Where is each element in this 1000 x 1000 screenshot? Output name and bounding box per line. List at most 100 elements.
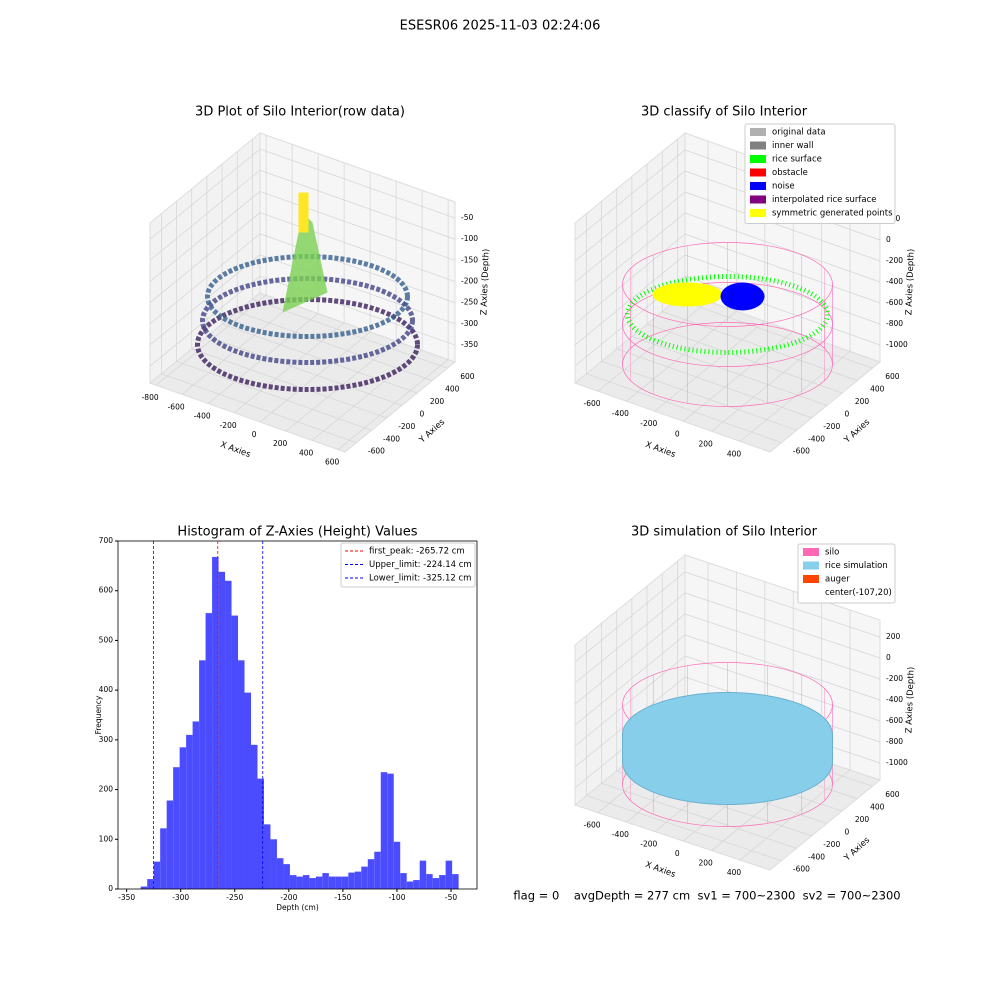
histogram-bar	[212, 556, 219, 889]
x-tick-label: -350	[118, 893, 135, 902]
histogram-bar	[289, 875, 297, 889]
z-tick-label: 200	[886, 632, 901, 641]
grid-line	[601, 360, 797, 431]
legend-swatch	[750, 141, 766, 150]
x-tick-label: -200	[220, 421, 237, 430]
z-tick-label: -50	[461, 213, 473, 222]
histogram-bar	[367, 859, 375, 889]
legend-swatch	[803, 548, 819, 556]
grid-line	[586, 795, 782, 862]
grid-line	[677, 298, 873, 369]
histogram-bar	[374, 851, 381, 889]
histogram-bar	[400, 873, 407, 889]
y-tick-label: 400	[99, 685, 114, 694]
status-footer: flag = 0 avgDepth = 277 cm sv1 = 700~230…	[513, 889, 900, 903]
y-axis-label: Y Axies	[842, 417, 873, 446]
grid-line	[574, 613, 686, 705]
grid-line	[259, 212, 456, 282]
z-tick-label: -200	[461, 277, 478, 286]
grid-line	[711, 341, 822, 432]
legend-box	[797, 543, 896, 604]
x-tick-label: -600	[583, 399, 600, 408]
histogram-bar	[218, 571, 226, 889]
silo-ring	[622, 322, 833, 407]
z-tick-label: -800	[886, 737, 903, 746]
y-tick-label: -600	[368, 447, 385, 456]
grid-line	[574, 655, 686, 747]
figure-title: ESESR06 2025-11-03 02:24:06	[400, 19, 601, 34]
blue-points	[720, 282, 765, 311]
histogram-bar	[452, 874, 459, 889]
y-tick-label: -600	[793, 865, 810, 874]
y-tick-label: -400	[808, 852, 825, 861]
histogram-bar	[173, 767, 180, 889]
panel-title: 3D classify of Silo Interior	[641, 105, 808, 120]
y-axis-label: Y Axies	[417, 417, 448, 446]
y-tick-label: 0	[420, 409, 425, 418]
grid-line	[221, 323, 418, 394]
z-tick-label: -400	[886, 277, 903, 286]
x-tick-label: 0	[675, 429, 680, 438]
x-tick-label: 0	[252, 430, 257, 439]
legend-swatch	[750, 195, 766, 204]
grid-line	[149, 233, 261, 325]
histogram-bar	[225, 580, 232, 889]
z-axis-label: Z Axies (Depth)	[479, 249, 491, 316]
y-tick-label: 600	[885, 790, 900, 799]
grid-line	[631, 336, 828, 406]
histogram-bar	[432, 878, 440, 889]
histogram-bar	[439, 875, 446, 889]
y-tick-label: 400	[445, 385, 460, 394]
z-tick-label: -1000	[886, 340, 908, 349]
histogram-bar	[199, 660, 206, 889]
y-tick-label: 100	[99, 834, 114, 843]
silo-ring	[622, 242, 833, 327]
grid-line	[191, 348, 387, 419]
grid-line	[574, 592, 686, 684]
z-tick-label: -150	[461, 255, 478, 264]
x-tick-label: -800	[142, 393, 159, 402]
panel-title: Histogram of Z-Axies (Height) Values	[177, 525, 417, 540]
histogram-bar	[276, 858, 284, 889]
histogram-bar	[257, 778, 264, 889]
legend-label: original data	[772, 128, 826, 138]
x-tick-label: -400	[194, 412, 211, 421]
y-tick-label: 300	[99, 735, 114, 744]
z-tick-label: -200	[886, 674, 903, 683]
x-tick-label: -50	[445, 893, 457, 902]
y-tick-label: 200	[855, 397, 870, 406]
grid-line	[574, 212, 686, 304]
z-tick-label: -600	[886, 298, 903, 307]
legend-label: rice simulation	[825, 561, 888, 571]
y-tick-label: 400	[870, 803, 885, 812]
grid-line	[616, 348, 812, 419]
legend-swatch	[750, 155, 766, 163]
histogram-bar	[238, 660, 245, 889]
grid-line	[337, 359, 449, 450]
legend-swatch	[750, 128, 766, 136]
grid-line	[259, 331, 371, 423]
z-axis-label: Z Axies (Depth)	[904, 667, 916, 734]
grid-line	[149, 212, 261, 303]
y-tick-label: 200	[855, 815, 870, 824]
histogram-bar	[179, 747, 187, 889]
y-tick-label: -600	[793, 447, 810, 456]
histogram-bar	[270, 839, 277, 889]
histogram-bar	[244, 692, 252, 889]
histogram-bar	[153, 861, 161, 889]
legend-label: center(-107,20)	[825, 588, 892, 598]
y-tick-label: -400	[383, 434, 400, 443]
grid-line	[149, 191, 261, 282]
x-axis-label: X Axies	[644, 440, 677, 460]
x-tick-label: 400	[727, 449, 742, 458]
grid-line	[601, 782, 797, 849]
histogram-bar	[419, 860, 427, 889]
grid-line	[684, 592, 881, 659]
legend-swatch	[803, 575, 819, 583]
y-tick-label: 0	[845, 409, 850, 418]
legend-label: silo	[825, 548, 839, 558]
legend-label: rice surface	[772, 155, 822, 165]
x-tick-label: -200	[640, 840, 657, 849]
yellow-points	[652, 282, 723, 307]
